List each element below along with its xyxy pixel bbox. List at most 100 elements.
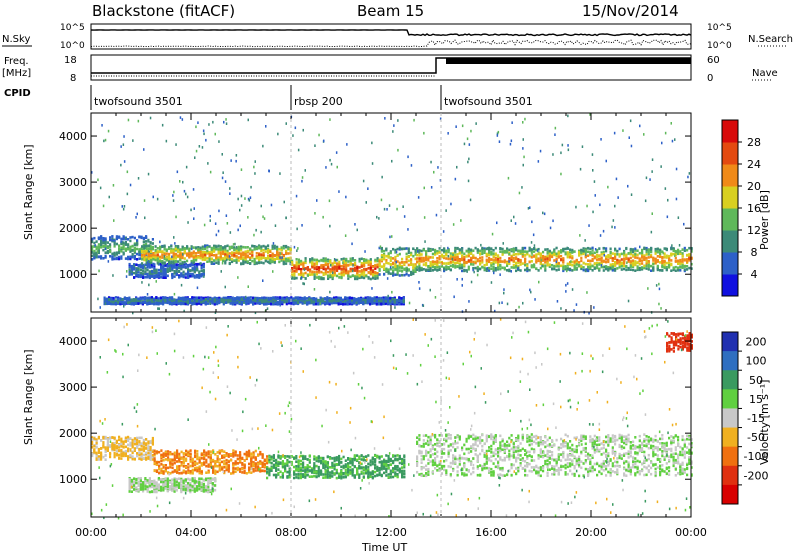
power-cell <box>166 297 169 301</box>
power-cell <box>605 260 608 264</box>
power-cell <box>483 249 486 253</box>
power-cell <box>546 261 549 265</box>
power-cell <box>162 273 165 276</box>
power-cell <box>654 250 657 253</box>
power-cell <box>429 263 432 266</box>
power-cell <box>240 297 243 301</box>
power-noise <box>364 250 366 253</box>
power-cell <box>425 263 428 267</box>
power-cell <box>372 273 375 277</box>
power-cell <box>629 248 632 252</box>
power-cell <box>383 256 386 260</box>
power-cell <box>195 258 198 262</box>
power-cell <box>362 299 365 302</box>
power-noise <box>622 129 624 132</box>
power-cell <box>251 259 254 263</box>
power-cell <box>672 268 675 272</box>
power-cell <box>104 256 107 259</box>
power-cell <box>447 257 450 261</box>
power-cell <box>228 262 231 266</box>
power-cell <box>200 266 203 270</box>
power-cell <box>688 253 691 257</box>
power-cell <box>394 255 397 259</box>
power-cell <box>401 261 404 264</box>
power-noise <box>260 204 262 208</box>
power-cell <box>254 299 257 303</box>
power-noise <box>201 146 204 149</box>
power-noise <box>593 180 596 183</box>
power-cell <box>528 260 531 264</box>
power-cell <box>348 296 351 300</box>
power-cell <box>575 258 578 262</box>
cpid-row: twofsound 3501 rbsp 200 twofsound 3501 <box>90 85 533 110</box>
power-cell <box>106 246 109 250</box>
power-cell <box>155 296 158 299</box>
power-cell <box>342 263 345 267</box>
power-cell <box>154 258 157 261</box>
nsky-tick-high: 10^5 <box>60 23 85 33</box>
power-noise <box>214 132 216 136</box>
power-noise <box>237 276 239 279</box>
power-cell <box>535 256 538 259</box>
power-cell <box>382 298 385 301</box>
power-cell <box>154 249 157 252</box>
power-cell <box>643 266 646 270</box>
power-cell <box>546 248 549 251</box>
power-cell <box>650 250 653 254</box>
power-cell <box>151 265 154 269</box>
power-cell <box>324 257 327 260</box>
power-cell <box>638 259 641 263</box>
power-cell <box>128 262 131 266</box>
power-cell <box>589 250 592 254</box>
power-cell <box>306 297 309 300</box>
power-cell <box>623 259 626 262</box>
power-cell <box>591 249 594 252</box>
power-cell <box>683 246 686 250</box>
power-cell <box>191 296 194 299</box>
power-cell <box>535 253 538 256</box>
power-cell <box>161 261 164 265</box>
power-cell <box>331 276 334 279</box>
power-cell <box>517 265 520 268</box>
power-cell <box>659 253 662 257</box>
power-cell <box>360 262 363 265</box>
power-cell <box>164 301 167 304</box>
power-cell <box>605 267 608 271</box>
power-cell <box>589 247 592 251</box>
power-cell <box>273 254 276 258</box>
power-cell <box>396 264 399 268</box>
power-cell <box>501 266 504 270</box>
power-cell <box>420 259 423 262</box>
power-cell <box>164 299 167 303</box>
power-noise <box>418 281 420 284</box>
power-noise <box>135 216 137 219</box>
power-cell <box>145 247 148 250</box>
power-cell <box>537 259 540 263</box>
power-cell <box>503 260 506 264</box>
power-noise <box>560 307 562 310</box>
power-cell <box>636 256 639 260</box>
power-noise <box>303 268 306 271</box>
power-cell <box>501 253 504 256</box>
power-cell <box>416 268 419 271</box>
power-cell <box>290 302 293 305</box>
power-noise <box>190 208 192 212</box>
power-cell <box>354 267 357 270</box>
power-cell <box>199 248 202 251</box>
power-noise <box>430 186 433 189</box>
power-cell <box>458 264 461 267</box>
power-cell <box>418 264 421 268</box>
power-cell <box>380 246 383 250</box>
power-cell <box>95 245 98 249</box>
power-noise <box>499 273 501 276</box>
power-cell <box>170 248 173 251</box>
power-cell <box>287 247 290 251</box>
power-cell <box>255 261 258 265</box>
power-cell <box>641 262 644 265</box>
power-cell <box>198 296 201 299</box>
power-cell <box>389 251 392 255</box>
power-cell <box>366 301 369 305</box>
power-noise <box>439 179 442 182</box>
power-cell <box>287 252 290 255</box>
power-cell <box>454 249 457 253</box>
